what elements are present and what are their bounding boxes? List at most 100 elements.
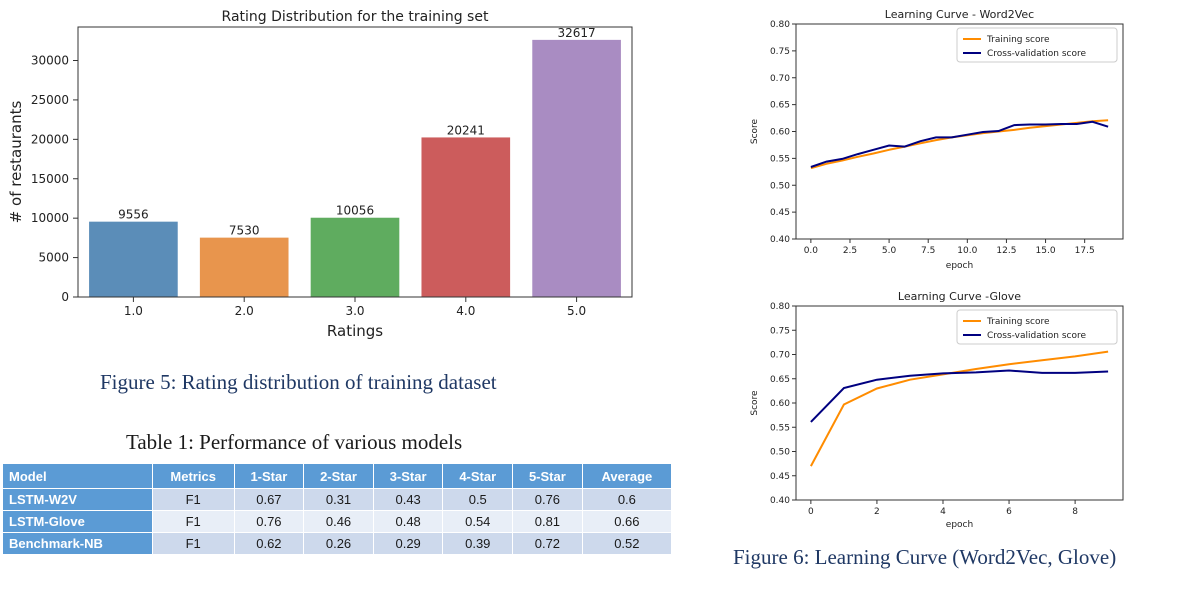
y-axis-label: Score <box>750 118 760 144</box>
y-tick-label: 0 <box>61 290 69 304</box>
table-header-row: Model Metrics 1-Star 2-Star 3-Star 4-Sta… <box>3 464 671 488</box>
figure-6-caption: Figure 6: Learning Curve (Word2Vec, Glov… <box>733 545 1117 569</box>
y-tick-label: 0.55 <box>770 423 790 433</box>
y-tick-label: 0.40 <box>770 496 790 506</box>
plot-frame <box>795 23 1124 240</box>
y-axis-label: # of restaurants <box>7 101 25 224</box>
table-cell-model: LSTM-W2V <box>3 489 152 510</box>
table-cell-model: Benchmark-NB <box>3 533 152 554</box>
y-tick-label: 0.75 <box>770 47 790 57</box>
table-cell: 0.48 <box>373 511 443 532</box>
y-tick-label: 20000 <box>31 132 69 146</box>
bar <box>89 221 178 297</box>
table-cell: 0.54 <box>443 511 513 532</box>
col-header-5-star: 5-Star <box>513 464 582 488</box>
col-header-average: Average <box>582 464 671 488</box>
legend-entry: Cross-validation score <box>987 331 1086 341</box>
table-cell: 0.5 <box>443 489 513 510</box>
x-axis-label: epoch <box>946 520 973 530</box>
bar-value-label: 10056 <box>336 204 374 218</box>
learning-curve-word2vec-chart: Learning Curve - Word2Vec 0.40 0.45 0.50 0.5… <box>750 8 1124 271</box>
x-tick-label: 5.0 <box>882 246 897 256</box>
table-cell: 0.52 <box>582 533 671 554</box>
y-tick-label: 0.65 <box>770 101 790 111</box>
y-tick-label: 0.55 <box>770 154 790 164</box>
table-cell: 0.26 <box>304 533 373 554</box>
x-tick-label: 1.0 <box>124 304 143 318</box>
y-tick-label: 0.60 <box>770 128 790 138</box>
y-tick-label: 0.40 <box>770 235 790 245</box>
table-cell: 0.43 <box>373 489 443 510</box>
y-tick-label: 0.45 <box>770 208 790 218</box>
y-tick-label: 0.50 <box>770 448 790 458</box>
plot-frame <box>795 305 1124 501</box>
table-cell: 0.6 <box>582 489 671 510</box>
legend-entry: Cross-validation score <box>987 49 1086 59</box>
x-tick-label: 5.0 <box>567 304 586 318</box>
x-tick-label: 10.0 <box>957 246 977 256</box>
y-tick-label: 0.70 <box>770 74 790 84</box>
y-tick-label: 0.70 <box>770 351 790 361</box>
cross-validation-score-line <box>810 369 1109 423</box>
y-tick-label: 0.80 <box>770 20 790 30</box>
legend-entry: Training score <box>986 35 1050 45</box>
table-cell: 0.39 <box>443 533 513 554</box>
col-header-model: Model <box>3 464 152 488</box>
x-tick-label: 3.0 <box>345 304 364 318</box>
table-cell: 0.72 <box>513 533 582 554</box>
table-row: Benchmark-NB F1 0.62 0.26 0.29 0.39 0.72… <box>3 533 671 554</box>
training-score-line <box>810 350 1109 467</box>
bar-value-label: 32617 <box>558 26 596 40</box>
bar <box>421 137 511 297</box>
table-cell: F1 <box>152 489 234 510</box>
table-cell: 0.46 <box>304 511 373 532</box>
x-tick-label: 2.0 <box>235 304 254 318</box>
table-cell: 0.67 <box>234 489 304 510</box>
x-tick-label: 17.5 <box>1075 246 1095 256</box>
chart-title: Learning Curve -Glove <box>898 290 1021 303</box>
x-tick-label: 2.5 <box>843 246 857 256</box>
table-row: LSTM-W2V F1 0.67 0.31 0.43 0.5 0.76 0.6 <box>3 489 671 510</box>
performance-table: Model Metrics 1-Star 2-Star 3-Star 4-Sta… <box>2 463 672 555</box>
y-tick-label: 10000 <box>31 211 69 225</box>
y-tick-label: 0.80 <box>770 302 790 312</box>
bar <box>310 217 400 297</box>
training-score-line <box>810 119 1109 170</box>
bar-value-label: 7530 <box>229 224 260 238</box>
table-cell: 0.76 <box>513 489 582 510</box>
rating-distribution-chart: Rating Distribution for the training set… <box>7 9 633 340</box>
legend-box <box>956 27 1118 63</box>
cross-validation-score-line <box>810 120 1109 168</box>
x-tick-label: 0.0 <box>804 246 819 256</box>
x-tick-label: 4.0 <box>456 304 475 318</box>
bar <box>199 237 289 297</box>
bar <box>532 39 621 297</box>
chart-title: Learning Curve - Word2Vec <box>885 8 1034 21</box>
x-tick-label: 0 <box>808 507 814 517</box>
x-tick-label: 12.5 <box>996 246 1016 256</box>
col-header-metrics: Metrics <box>152 464 234 488</box>
table-cell: 0.62 <box>234 533 304 554</box>
x-tick-label: 7.5 <box>921 246 935 256</box>
y-tick-label: 0.75 <box>770 326 790 336</box>
col-header-1-star: 1-Star <box>234 464 304 488</box>
table-cell: F1 <box>152 511 234 532</box>
table-cell-model: LSTM-Glove <box>3 511 152 532</box>
x-tick-label: 2 <box>874 507 880 517</box>
y-tick-label: 30000 <box>31 54 69 68</box>
x-axis-label: epoch <box>946 261 973 271</box>
table-cell: F1 <box>152 533 234 554</box>
plot-frame <box>77 26 633 298</box>
y-tick-label: 0.60 <box>770 399 790 409</box>
y-tick-label: 0.50 <box>770 181 790 191</box>
learning-curve-glove-chart: Learning Curve -Glove 0.40 0.45 0.50 0.55 0.6… <box>750 290 1124 530</box>
bar-value-label: 9556 <box>118 208 149 222</box>
legend-entry: Training score <box>986 317 1050 327</box>
y-axis-label: Score <box>750 390 760 416</box>
table-cell: 0.66 <box>582 511 671 532</box>
x-tick-label: 8 <box>1072 507 1078 517</box>
x-tick-label: 4 <box>940 507 946 517</box>
y-tick-label: 15000 <box>31 172 69 186</box>
table-cell: 0.29 <box>373 533 443 554</box>
table-1-caption: Table 1: Performance of various models <box>126 430 463 454</box>
